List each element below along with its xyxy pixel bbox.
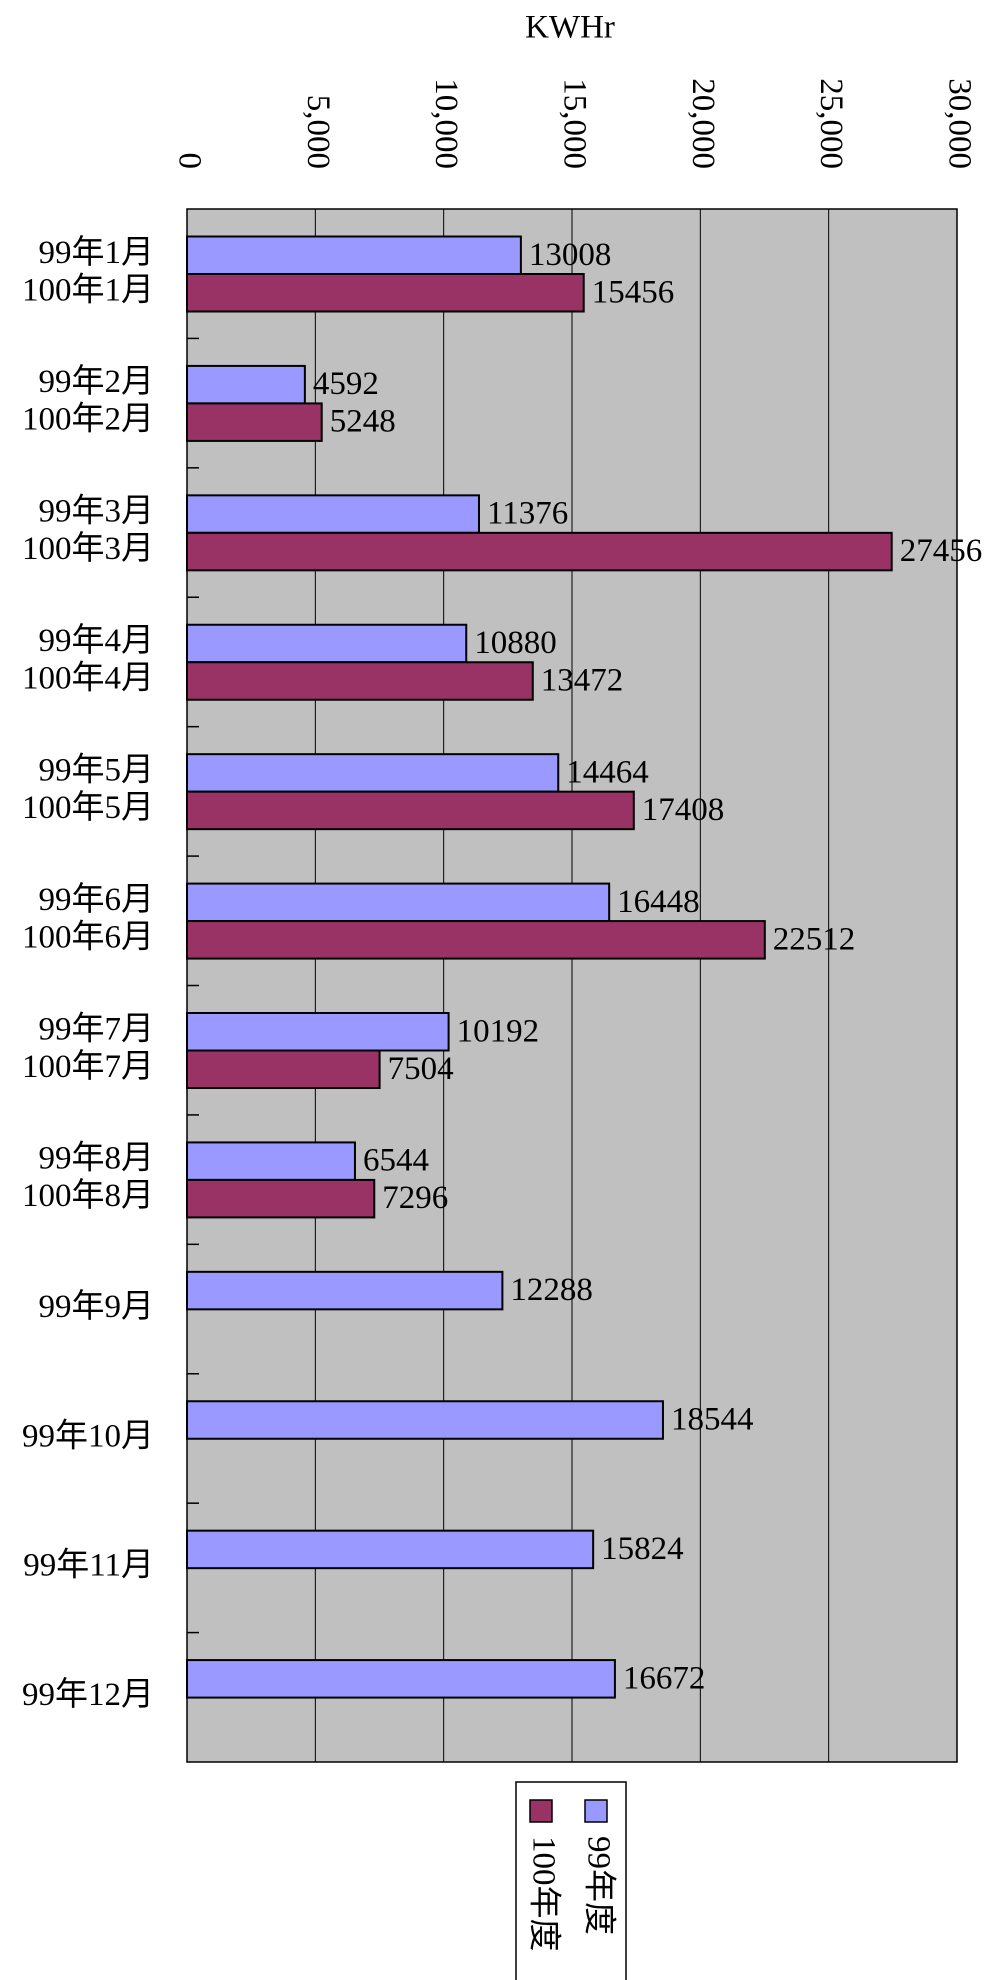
bar	[186, 920, 766, 960]
x-tick-label: 30,000	[941, 78, 977, 169]
y-tick-label: 99年8月	[39, 1140, 155, 1177]
x-tick-label: 0	[171, 153, 207, 170]
x-tick-label: 15,000	[556, 78, 592, 169]
data-label: 16672	[623, 1660, 706, 1696]
bar	[186, 623, 468, 664]
bar	[186, 402, 323, 442]
y-tick-label: 99年7月	[39, 1010, 155, 1047]
data-label: 13472	[541, 663, 624, 699]
legend-label: 100年度	[525, 1836, 562, 1952]
bar	[186, 661, 534, 701]
bar	[186, 273, 585, 313]
y-tick-label: 99年1月	[39, 234, 155, 271]
y-tick-label: 100年8月	[22, 1177, 154, 1214]
data-label: 17408	[642, 792, 725, 828]
axis-title: KWHr	[525, 10, 615, 46]
y-tick-label: 99年6月	[39, 881, 155, 918]
legend-swatch	[529, 1799, 553, 1823]
bar	[186, 1178, 376, 1219]
y-tick-label: 99年4月	[39, 622, 155, 659]
bar	[186, 1141, 356, 1181]
bar	[186, 1270, 504, 1311]
data-label: 13008	[529, 237, 612, 273]
data-label: 15456	[592, 274, 675, 310]
data-label: 5248	[330, 404, 396, 440]
bar	[186, 1012, 450, 1052]
data-label: 7296	[382, 1180, 448, 1216]
y-tick-label: 99年12月	[22, 1676, 154, 1713]
y-tick-label: 99年11月	[23, 1547, 154, 1584]
y-tick-label: 99年2月	[39, 363, 155, 400]
y-tick-label: 100年6月	[22, 918, 154, 955]
y-tick-label: 99年3月	[39, 493, 155, 530]
bar	[186, 1400, 664, 1440]
bar	[186, 531, 893, 572]
x-tick-label: 10,000	[428, 78, 464, 169]
data-label: 14464	[566, 754, 649, 790]
y-tick-label: 100年3月	[22, 530, 154, 567]
data-label: 22512	[773, 921, 856, 957]
bar	[186, 1049, 381, 1089]
data-label: 6544	[363, 1143, 429, 1179]
data-label: 4592	[313, 366, 379, 402]
data-label: 15824	[601, 1531, 684, 1567]
data-label: 12288	[510, 1272, 592, 1308]
y-tick-label: 100年1月	[22, 271, 154, 308]
y-tick-label: 100年7月	[22, 1048, 154, 1085]
x-tick-label: 20,000	[685, 78, 721, 169]
bar	[186, 1529, 595, 1570]
y-tick-label: 99年10月	[22, 1417, 154, 1454]
legend-label: 99年度	[580, 1836, 617, 1935]
data-label: 18544	[671, 1402, 754, 1438]
y-tick-label: 99年9月	[39, 1288, 155, 1325]
bar	[186, 364, 306, 405]
data-label: 10880	[474, 625, 556, 661]
bar	[186, 882, 611, 923]
y-tick-label: 99年5月	[39, 751, 155, 788]
bar	[186, 1659, 616, 1699]
x-tick-label: 5,000	[300, 95, 336, 169]
data-label: 10192	[457, 1013, 540, 1049]
data-label: 16448	[617, 884, 700, 920]
legend-swatch	[584, 1799, 608, 1823]
y-tick-label: 100年2月	[22, 401, 154, 438]
data-label: 11376	[487, 496, 568, 532]
y-tick-label: 100年5月	[22, 789, 154, 826]
bar	[186, 235, 522, 275]
bar	[186, 790, 635, 831]
y-tick-label: 100年4月	[22, 660, 154, 697]
bar	[186, 494, 480, 534]
x-tick-label: 25,000	[813, 78, 849, 169]
data-label: 27456	[900, 533, 983, 569]
bar	[186, 753, 560, 793]
data-label: 7504	[388, 1051, 454, 1087]
